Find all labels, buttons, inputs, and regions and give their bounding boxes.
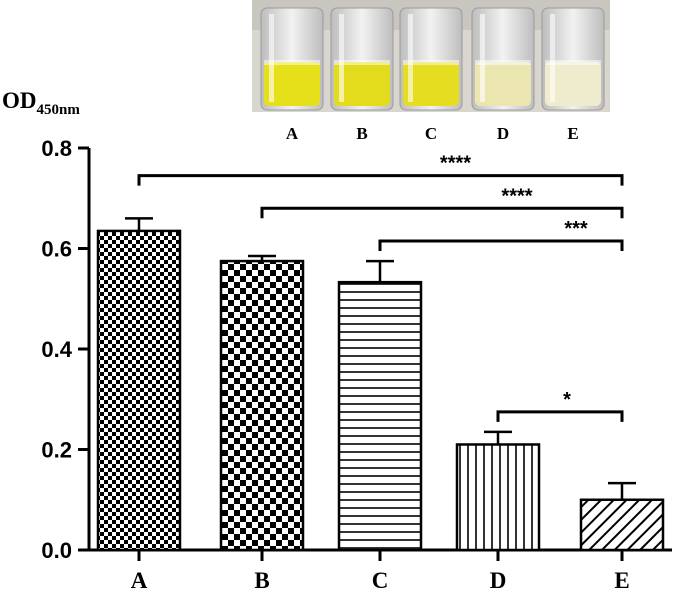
x-ticks: A B C D E (131, 550, 630, 593)
vial-liquid (475, 62, 531, 106)
vial-label: A (286, 124, 299, 143)
significance-bracket (496, 410, 624, 422)
significance-label: *** (564, 218, 588, 240)
significance-bracket (137, 174, 624, 186)
bar-B (219, 259, 305, 552)
y-axis-label: OD450nm (2, 88, 80, 118)
significance-bracket (378, 239, 624, 251)
vials-photo: A B C D E (252, 0, 610, 152)
vial-highlight (550, 14, 555, 102)
vial-liquid (334, 62, 390, 106)
y-tick-label: 0.4 (41, 337, 72, 362)
significance-bracket (260, 206, 624, 219)
x-tick-label: C (372, 568, 389, 593)
vial-meniscus (334, 60, 390, 65)
significance-brackets: ************ (137, 153, 624, 422)
vial-meniscus (264, 60, 320, 65)
y-tick-label: 0.0 (41, 538, 72, 563)
y-tick-label: 0.8 (41, 136, 72, 161)
bar-D (455, 443, 541, 552)
significance-label: **** (440, 153, 471, 175)
significance-label: * (563, 389, 571, 411)
x-tick-label: D (490, 568, 507, 593)
bar-A (96, 229, 182, 552)
vial-highlight (339, 14, 344, 102)
vial-label: B (356, 124, 367, 143)
y-tick-label: 0.6 (41, 237, 72, 262)
vial-highlight (269, 14, 274, 102)
vial-label: D (497, 124, 509, 143)
significance-label: **** (501, 185, 532, 207)
bar-C (337, 280, 423, 552)
bars (96, 217, 665, 552)
vial-liquid (545, 62, 601, 106)
photo-caption-area (252, 112, 610, 152)
vial-meniscus (403, 60, 459, 65)
vial-meniscus (545, 60, 601, 65)
vial-liquid (403, 62, 459, 106)
x-tick-label: E (614, 568, 629, 593)
y-tick-label: 0.2 (41, 438, 72, 463)
x-tick-label: B (254, 568, 269, 593)
x-tick-label: A (131, 568, 148, 593)
vial-label: E (567, 124, 578, 143)
vial-meniscus (475, 60, 531, 65)
y-ticks: 0.0 0.2 0.4 0.6 0.8 (41, 136, 89, 563)
vial-highlight (408, 14, 413, 102)
bar-E (579, 498, 665, 552)
vial-label: C (425, 124, 437, 143)
vial-liquid (264, 62, 320, 106)
vial-highlight (480, 14, 485, 102)
